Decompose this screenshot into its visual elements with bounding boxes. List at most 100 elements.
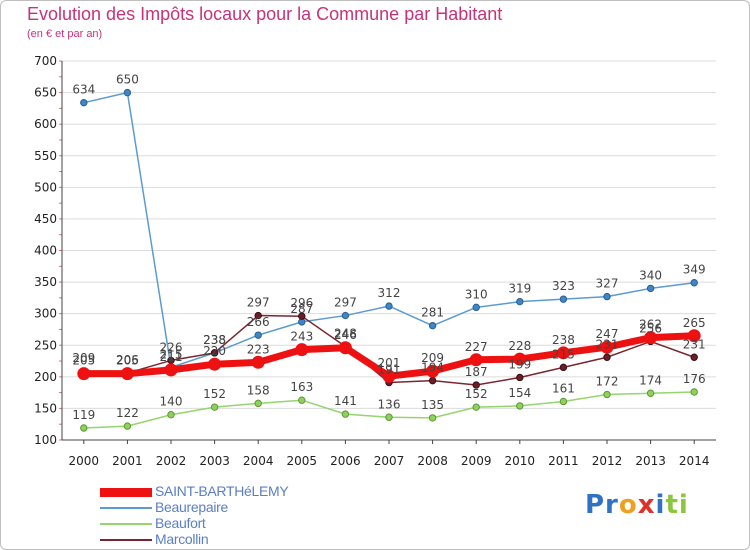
x-tick-label: 2001 [112,454,143,468]
data-label-beaurepaire: 650 [116,73,139,87]
data-label-beaurepaire: 310 [465,287,488,301]
data-label-marcollin: 297 [247,296,270,310]
legend-swatch-beaufort [100,523,152,525]
data-label-saint-barth-lemy: 227 [465,340,488,354]
point-saint-barth-lemy [295,343,309,357]
data-label-marcollin: 206 [116,353,139,367]
point-saint-barth-lemy [77,367,91,381]
point-marcollin [210,349,219,357]
data-label-beaurepaire: 327 [596,277,619,291]
x-tick-label: 2003 [199,454,230,468]
data-label-saint-barth-lemy: 238 [552,333,575,347]
logo-part-5: ti [665,490,689,520]
point-beaurepaire [428,321,437,330]
point-beaufort [341,410,350,418]
data-label-saint-barth-lemy: 247 [596,327,619,341]
y-tick-label: 600 [34,117,57,131]
point-beaufort [516,402,524,410]
data-label-saint-barth-lemy: 228 [508,339,531,353]
data-label-beaufort: 122 [116,406,139,420]
point-beaufort [123,422,132,430]
data-label-beaufort: 174 [639,373,662,387]
data-label-marcollin: 248 [334,327,357,341]
x-tick-label: 2014 [679,454,710,468]
point-marcollin [559,363,568,372]
point-saint-barth-lemy [600,340,614,354]
point-marcollin [428,376,437,385]
point-beaufort [559,397,568,406]
point-beaurepaire [516,297,524,306]
point-beaufort [385,413,393,421]
legend-label-beaufort: Beaufort [155,515,206,531]
data-label-marcollin: 226 [160,340,183,354]
data-label-beaurepaire: 238 [203,333,226,347]
point-saint-barth-lemy [644,331,658,345]
point-marcollin [254,311,262,320]
data-label-beaurepaire: 266 [247,315,270,329]
point-beaurepaire [341,311,350,320]
series-line-beaurepaire [83,91,695,369]
data-label-beaurepaire: 287 [290,302,313,316]
legend-label-beaurepaire: Beaurepaire [155,499,228,515]
point-beaufort [298,396,306,404]
point-beaufort [472,403,480,411]
y-tick-label: 200 [34,370,57,384]
point-marcollin [472,381,480,389]
data-label-beaurepaire: 297 [334,296,357,310]
data-label-saint-barth-lemy: 262 [639,318,662,332]
data-label-saint-barth-lemy: 201 [378,356,401,370]
data-label-beaufort: 152 [465,387,488,401]
data-label-marcollin: 238 [203,333,226,347]
point-saint-barth-lemy [208,357,222,371]
data-label-saint-barth-lemy: 223 [247,342,270,356]
point-saint-barth-lemy [469,353,483,367]
y-tick-label: 700 [34,54,57,68]
data-label-marcollin: 194 [421,361,444,375]
x-tick-label: 2006 [330,454,361,468]
point-saint-barth-lemy [513,352,527,366]
y-tick-label: 100 [34,433,57,447]
data-label-beaurepaire: 281 [421,306,444,320]
data-label-marcollin: 191 [378,363,401,377]
x-tick-label: 2009 [461,454,492,468]
data-label-marcollin: 209 [72,351,95,365]
point-saint-barth-lemy [382,369,396,383]
point-beaufort [167,411,175,419]
data-label-beaurepaire: 312 [378,286,401,300]
y-tick-label: 150 [34,401,57,415]
data-label-saint-barth-lemy: 205 [72,354,95,368]
data-label-marcollin: 215 [552,347,575,361]
x-tick-label: 2010 [505,454,536,468]
data-label-saint-barth-lemy: 220 [203,344,226,358]
legend-swatch-marcollin [100,539,152,541]
point-saint-barth-lemy [556,346,570,360]
y-tick-label: 500 [34,180,57,194]
data-label-beaurepaire: 319 [508,282,531,296]
data-label-beaurepaire: 340 [639,268,662,282]
logo-part-4: i [655,490,666,520]
data-label-saint-barth-lemy: 209 [421,351,444,365]
data-label-marcollin: 256 [639,321,662,335]
point-beaurepaire [254,331,262,339]
data-label-beaurepaire: 215 [160,347,183,361]
y-tick-label: 650 [34,86,57,100]
y-tick-label: 350 [34,275,57,289]
x-tick-label: 2013 [635,454,666,468]
point-beaurepaire [603,292,611,301]
data-label-beaurepaire: 634 [72,83,95,97]
y-tick-label: 550 [34,149,57,163]
data-label-beaufort: 152 [203,387,226,401]
data-label-beaufort: 161 [552,381,575,395]
data-label-saint-barth-lemy: 211 [160,350,183,364]
logo-part-2: o [618,490,638,520]
y-tick-label: 400 [34,244,57,258]
point-beaufort [428,414,437,422]
x-tick-label: 2012 [592,454,623,468]
data-label-marcollin: 231 [683,337,706,351]
point-marcollin [603,353,611,361]
x-tick-label: 2000 [69,454,100,468]
point-saint-barth-lemy [164,363,178,377]
point-beaufort [254,399,262,408]
point-beaurepaire [559,295,568,303]
legend-label-saint-barthelemy: SAINT-BARTHéLEMY [155,483,289,499]
